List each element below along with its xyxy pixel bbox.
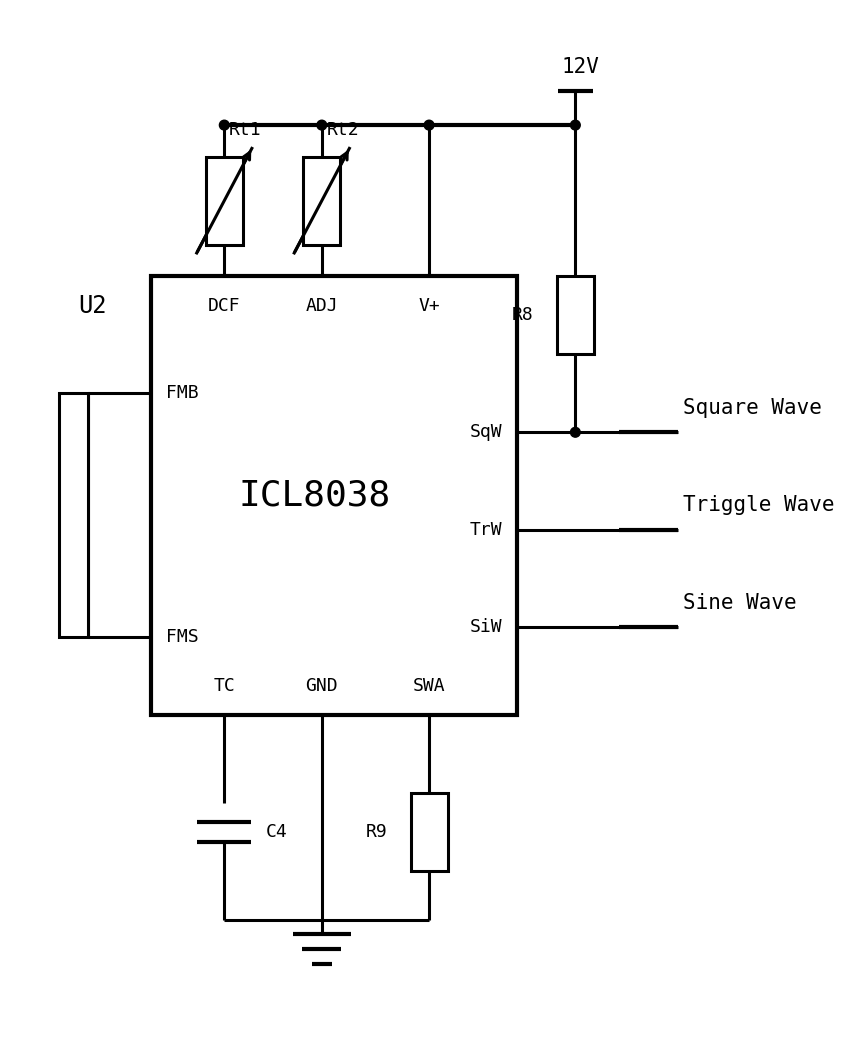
Circle shape <box>317 120 326 130</box>
Circle shape <box>571 428 580 437</box>
Circle shape <box>424 120 434 130</box>
Circle shape <box>219 120 229 130</box>
Text: ADJ: ADJ <box>306 296 338 315</box>
Bar <box>303 156 340 244</box>
Bar <box>152 276 517 715</box>
Text: V+: V+ <box>418 296 440 315</box>
Circle shape <box>571 120 580 130</box>
Text: SiW: SiW <box>469 618 502 636</box>
Text: TC: TC <box>213 677 236 695</box>
Text: FMB: FMB <box>165 384 198 403</box>
Text: Square Wave: Square Wave <box>682 397 822 418</box>
Text: TrW: TrW <box>469 520 502 539</box>
Text: Rt1: Rt1 <box>229 121 262 139</box>
Bar <box>557 276 594 355</box>
Bar <box>410 793 448 871</box>
Text: C4: C4 <box>266 823 288 841</box>
Bar <box>59 393 87 637</box>
Text: SqW: SqW <box>469 423 502 441</box>
Text: R9: R9 <box>365 823 387 841</box>
Text: DCF: DCF <box>208 296 241 315</box>
Text: Sine Wave: Sine Wave <box>682 592 796 613</box>
Bar <box>206 156 242 244</box>
Text: 12V: 12V <box>561 56 599 76</box>
Text: ICL8038: ICL8038 <box>238 479 391 513</box>
Text: U2: U2 <box>79 293 107 317</box>
Text: GND: GND <box>306 677 338 695</box>
Text: Rt2: Rt2 <box>326 121 359 139</box>
Text: Triggle Wave: Triggle Wave <box>682 495 834 515</box>
Text: R8: R8 <box>512 307 533 324</box>
Text: FMS: FMS <box>165 628 198 646</box>
Text: SWA: SWA <box>413 677 445 695</box>
